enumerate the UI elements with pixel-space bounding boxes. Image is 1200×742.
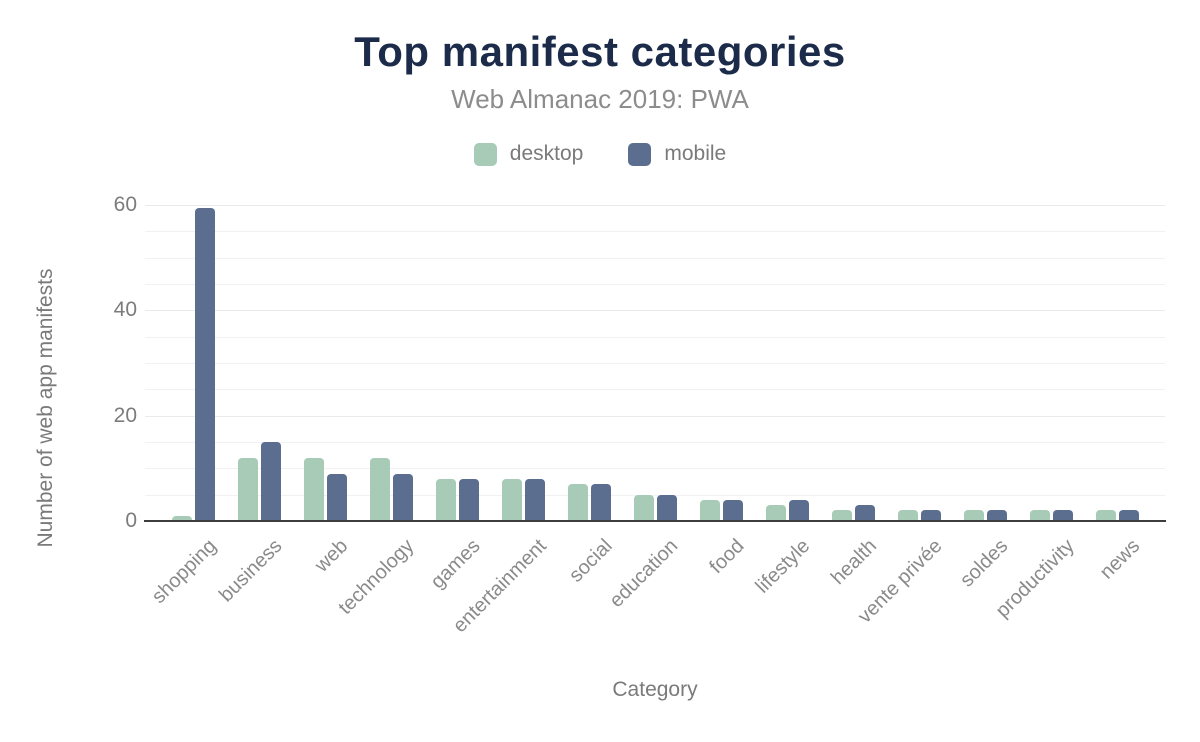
bar-mobile[interactable] xyxy=(392,473,413,521)
legend-label-mobile: mobile xyxy=(664,142,727,165)
x-tick-label: education xyxy=(605,535,683,612)
bar-desktop[interactable] xyxy=(963,510,984,521)
gridline xyxy=(145,283,1165,285)
chart-subtitle: Web Almanac 2019: PWA xyxy=(451,84,749,114)
bar-desktop[interactable] xyxy=(765,505,786,521)
bar-desktop[interactable] xyxy=(699,499,720,521)
x-tick-label: health xyxy=(826,535,881,590)
x-tick-label: business xyxy=(215,535,287,607)
bar-mobile[interactable] xyxy=(524,478,545,521)
y-tick-label: 60 xyxy=(113,192,137,216)
gridline xyxy=(145,336,1165,338)
legend-item-mobile[interactable]: mobile xyxy=(628,142,726,166)
bar-mobile[interactable] xyxy=(854,505,875,521)
legend-item-desktop[interactable]: desktop xyxy=(473,142,584,166)
y-tick-label: 40 xyxy=(113,298,137,322)
x-tick-label: games xyxy=(426,535,485,594)
x-tick-label: shopping xyxy=(147,535,221,608)
x-axis-line xyxy=(144,520,1166,522)
bar-mobile[interactable] xyxy=(722,499,743,521)
bar-mobile[interactable] xyxy=(788,499,809,521)
bar-desktop[interactable] xyxy=(1029,510,1050,521)
bar-desktop[interactable] xyxy=(831,510,852,521)
bar-desktop[interactable] xyxy=(567,484,588,521)
chart-title: Top manifest categories xyxy=(354,28,846,75)
bar-desktop[interactable] xyxy=(897,510,918,521)
bar-desktop[interactable] xyxy=(501,478,522,521)
x-axis-title: Category xyxy=(612,678,698,701)
x-tick-label: lifestyle xyxy=(751,535,815,598)
gridline xyxy=(145,494,1165,496)
bar-desktop[interactable] xyxy=(633,494,654,521)
gridline xyxy=(145,468,1165,470)
bar-desktop[interactable] xyxy=(171,515,192,521)
gridline xyxy=(145,389,1165,391)
y-tick-label: 0 xyxy=(125,509,137,532)
gridline xyxy=(145,231,1165,233)
bar-mobile[interactable] xyxy=(260,441,281,521)
gridline xyxy=(145,362,1165,364)
gridline xyxy=(145,257,1165,259)
bar-mobile[interactable] xyxy=(1118,510,1139,521)
bar-mobile[interactable] xyxy=(194,207,215,521)
x-tick-label: soldes xyxy=(956,535,1013,592)
legend-swatch-mobile xyxy=(628,142,652,166)
bar-mobile[interactable] xyxy=(326,473,347,521)
x-tick-label: web xyxy=(311,535,353,577)
x-tick-label: social xyxy=(564,535,617,587)
bar-desktop[interactable] xyxy=(435,478,456,521)
gridline xyxy=(145,441,1165,443)
bar-mobile[interactable] xyxy=(656,494,677,521)
gridline xyxy=(145,310,1165,312)
bar-mobile[interactable] xyxy=(920,510,941,521)
gridline xyxy=(145,415,1165,417)
legend: desktop mobile xyxy=(0,138,1200,170)
x-tick-label: news xyxy=(1095,535,1145,584)
legend-label-desktop: desktop xyxy=(509,142,584,165)
x-tick-label: food xyxy=(705,535,749,579)
bar-mobile[interactable] xyxy=(986,510,1007,521)
legend-swatch-desktop xyxy=(473,142,497,166)
bar-desktop[interactable] xyxy=(369,457,390,521)
y-tick-label: 20 xyxy=(113,403,137,427)
gridline xyxy=(145,204,1165,206)
bar-mobile[interactable] xyxy=(458,478,479,521)
bar-desktop[interactable] xyxy=(303,457,324,521)
bar-mobile[interactable] xyxy=(1052,510,1073,521)
bar-desktop[interactable] xyxy=(237,457,258,521)
bar-mobile[interactable] xyxy=(590,484,611,521)
bar-desktop[interactable] xyxy=(1095,510,1116,521)
